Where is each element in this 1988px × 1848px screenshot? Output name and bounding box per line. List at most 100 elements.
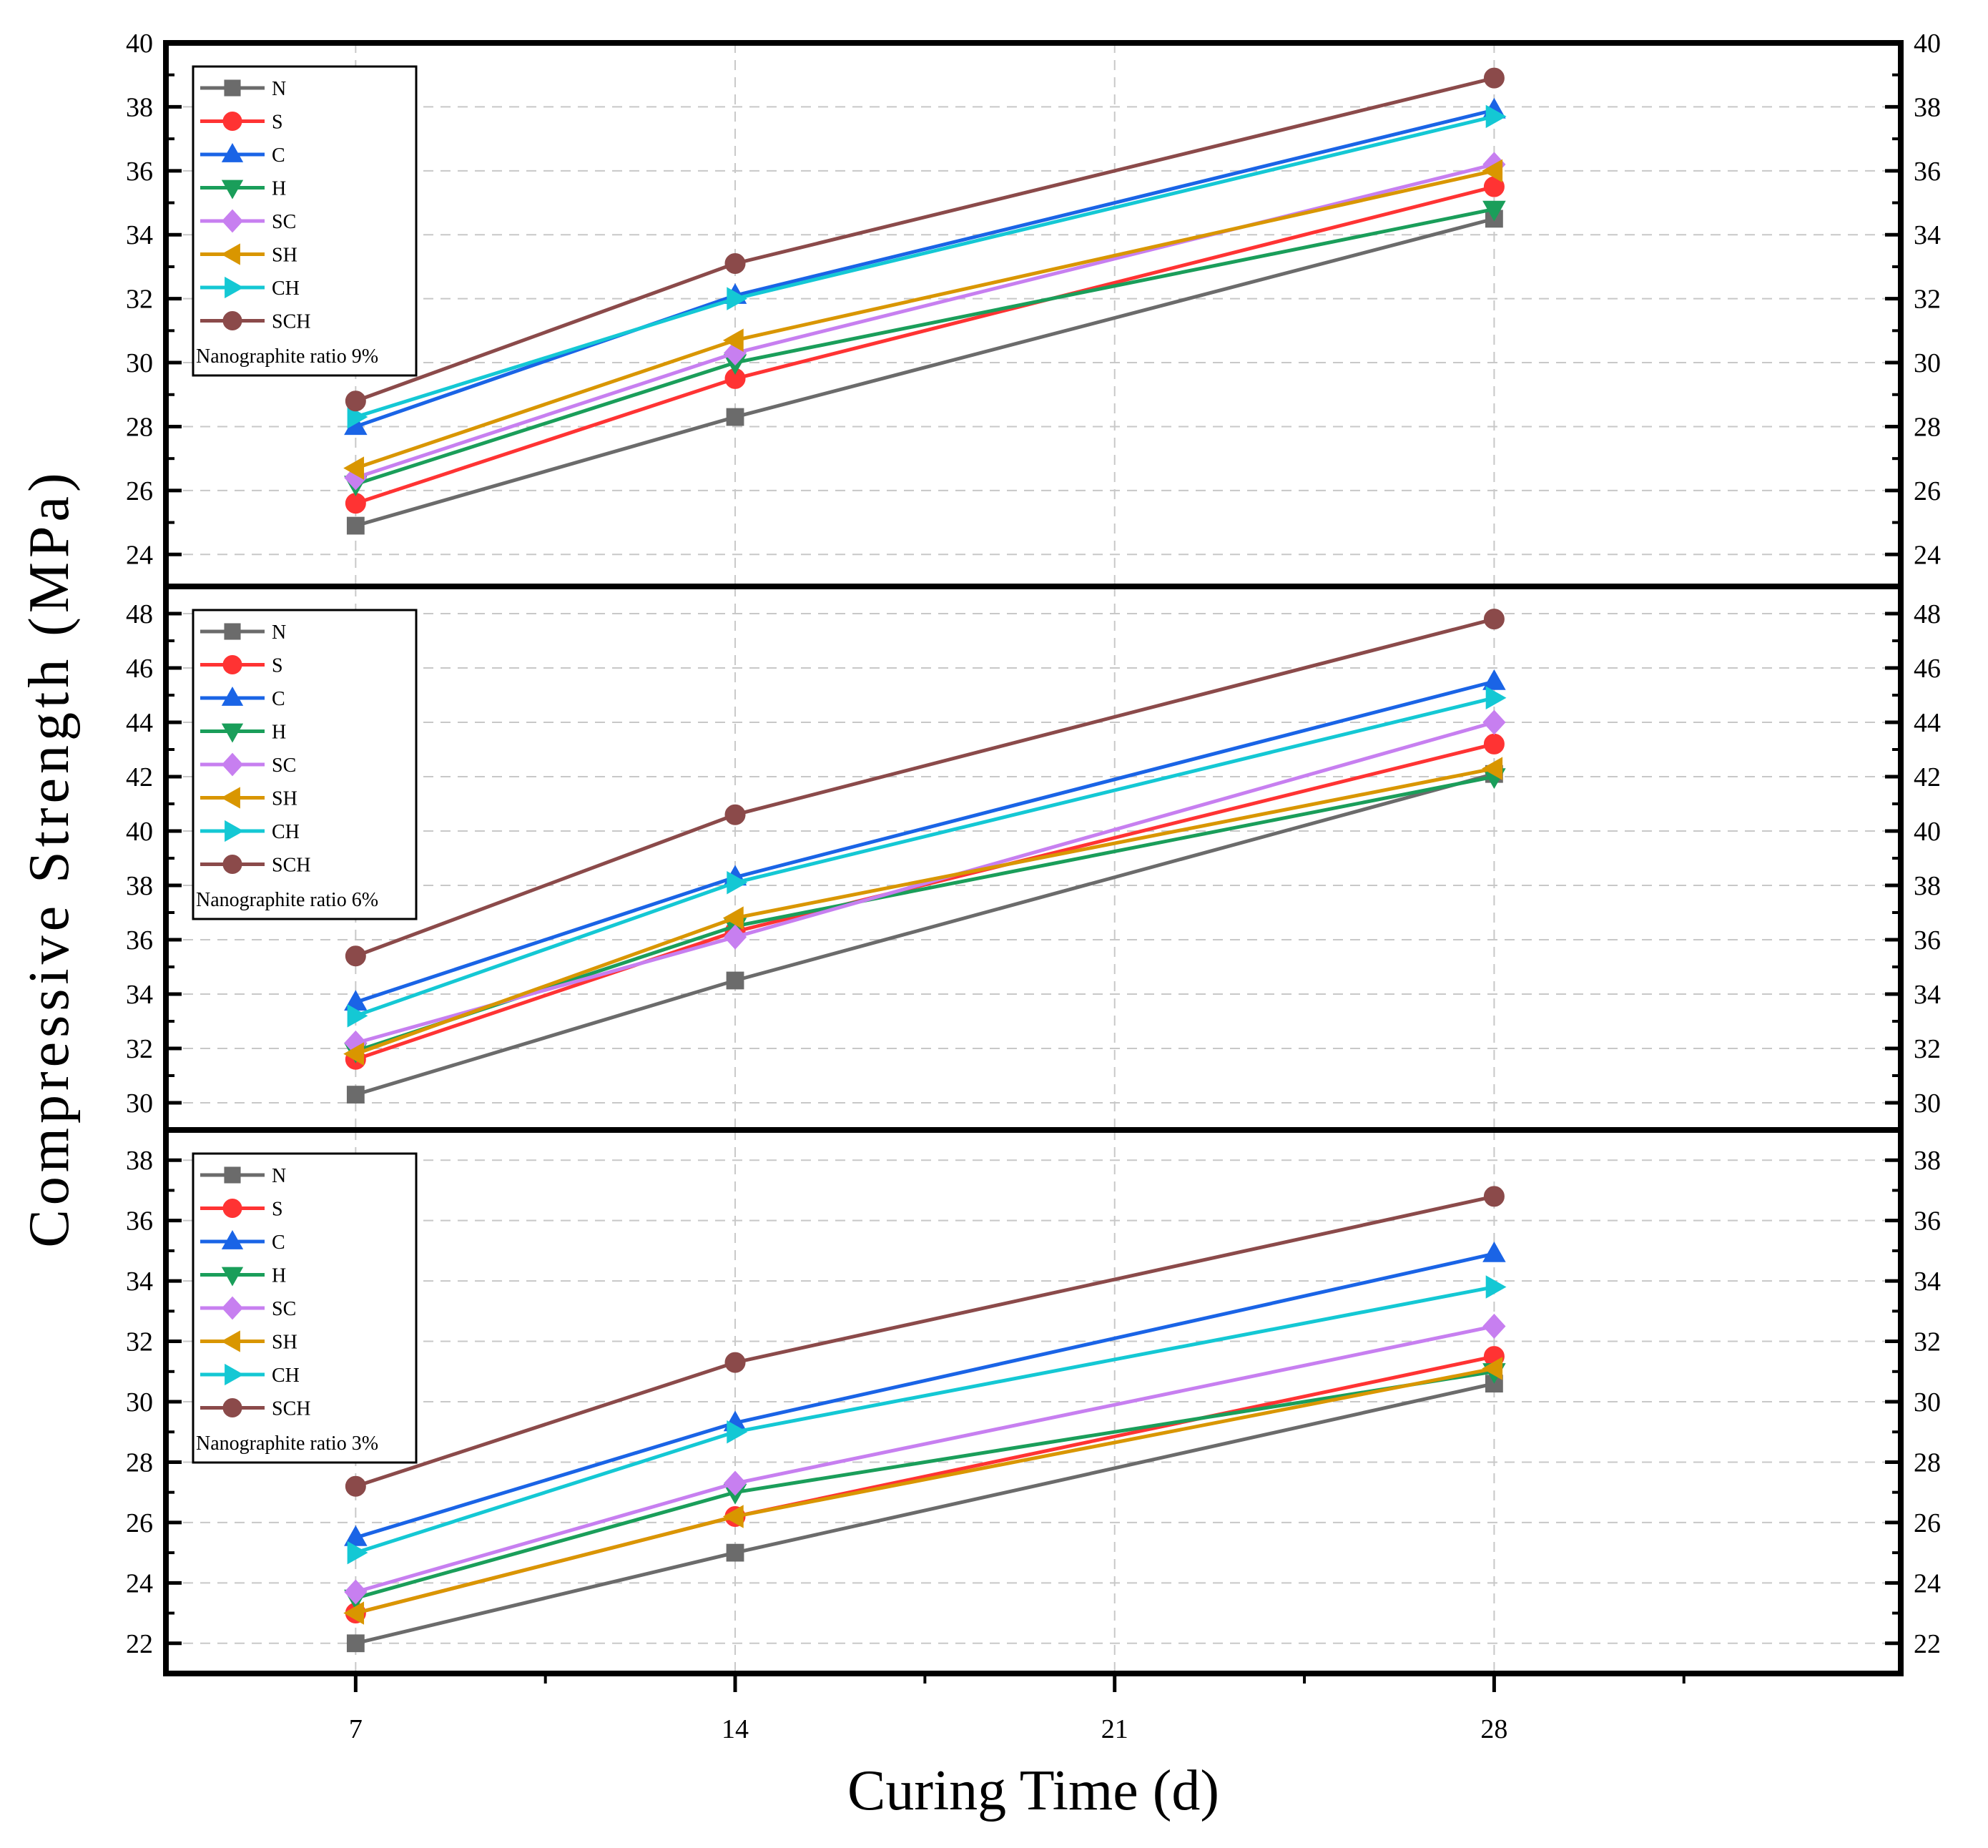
- legend-label-s: S: [272, 655, 283, 677]
- data-point-ch: [347, 405, 368, 429]
- legend-label-ch: CH: [272, 821, 300, 843]
- y-tick-label-right: 36: [1914, 925, 1941, 955]
- data-point-n: [346, 1634, 365, 1653]
- data-point-ch: [347, 1004, 368, 1028]
- series-line-sch: [355, 76, 1495, 403]
- panel-2: 30 30 32 32 34 34 36 36 38 38 40 40 42 42 44 44 46 46 48 48…: [126, 586, 1941, 1130]
- legend-label-n: N: [272, 621, 286, 644]
- legend-marker-n: [224, 623, 241, 640]
- panel-annotation: Nanographite ratio 9%: [196, 345, 378, 368]
- data-point-ch: [727, 1420, 748, 1444]
- legend-label-sc: SC: [272, 755, 296, 777]
- legend-marker-sch: [222, 311, 242, 330]
- legend-marker-ch: [225, 820, 244, 842]
- y-tick-label-right: 24: [1914, 1568, 1941, 1598]
- y-tick-label-left: 30: [126, 1088, 153, 1119]
- data-point-sch: [1483, 609, 1505, 630]
- series-sch: [345, 67, 1505, 412]
- series-sc: [344, 1313, 1506, 1605]
- y-tick-label-left: 44: [126, 708, 153, 738]
- data-point-n: [346, 1086, 365, 1104]
- legend-marker-sc: [222, 1296, 243, 1320]
- data-point-ch: [1485, 686, 1507, 710]
- y-tick-label-right: 38: [1914, 1146, 1941, 1176]
- legend-label-sc: SC: [272, 1298, 296, 1320]
- data-point-sc: [1482, 709, 1506, 735]
- series-line-n: [355, 1382, 1495, 1646]
- legend-label-sh: SH: [272, 788, 297, 810]
- y-tick-label-left: 38: [126, 92, 153, 122]
- data-point-sch: [345, 945, 366, 967]
- y-tick-label-left: 26: [126, 476, 153, 506]
- series-sh: [343, 757, 1503, 1066]
- legend-label-c: C: [272, 1232, 285, 1254]
- y-tick-label-left: 34: [126, 1267, 153, 1297]
- series-line-s: [355, 742, 1495, 1061]
- legend-marker-c: [221, 687, 244, 706]
- series-line-sh: [355, 1367, 1495, 1615]
- data-point-sh: [1482, 159, 1503, 183]
- legend-label-h: H: [272, 178, 286, 200]
- data-point-sc: [344, 1579, 368, 1605]
- legend-label-s: S: [272, 1199, 283, 1221]
- data-point-ch: [1485, 104, 1507, 129]
- data-point-sh: [1482, 757, 1503, 780]
- y-tick-label-left: 38: [126, 871, 153, 901]
- legend-label-n: N: [272, 78, 286, 100]
- y-tick-label-left: 32: [126, 1034, 153, 1064]
- y-tick-label-left: 36: [126, 925, 153, 955]
- y-tick-label-right: 34: [1914, 220, 1941, 250]
- y-tick-label-right: 22: [1914, 1629, 1941, 1659]
- y-tick-label-left: 48: [126, 599, 153, 629]
- data-point-c: [1482, 669, 1506, 690]
- data-point-sh: [343, 456, 365, 480]
- legend-marker-h: [221, 1267, 244, 1287]
- y-tick-label-right: 30: [1914, 348, 1941, 378]
- data-point-ch: [727, 287, 748, 310]
- legend-marker-sch: [222, 855, 242, 874]
- legend-marker-h: [221, 180, 244, 200]
- y-tick-label-right: 24: [1914, 540, 1941, 570]
- legend-marker-sh: [221, 787, 240, 809]
- data-point-sch: [724, 1352, 746, 1373]
- y-tick-label-right: 44: [1914, 708, 1941, 738]
- y-tick-label-right: 36: [1914, 157, 1941, 187]
- legend-marker-sc: [222, 209, 243, 233]
- data-point-sch: [345, 390, 366, 412]
- x-axis-title: Curing Time (d): [847, 1759, 1219, 1822]
- y-tick-label-left: 34: [126, 980, 153, 1010]
- y-tick-label-right: 32: [1914, 285, 1941, 315]
- data-point-n: [346, 516, 365, 535]
- legend-label-h: H: [272, 1265, 286, 1287]
- legend-label-sch: SCH: [272, 311, 310, 333]
- series-line-n: [355, 217, 1495, 528]
- x-tick-label: 14: [722, 1714, 749, 1744]
- x-tick-label: 28: [1480, 1714, 1507, 1744]
- legend-label-ch: CH: [272, 277, 300, 300]
- series-h: [344, 768, 1506, 1063]
- data-point-sh: [343, 1042, 365, 1066]
- y-tick-label-left: 30: [126, 1387, 153, 1417]
- legend-marker-c: [221, 1230, 244, 1249]
- data-point-s: [1483, 733, 1505, 755]
- legend-marker-ch: [225, 276, 244, 299]
- legend-label-s: S: [272, 112, 283, 134]
- data-point-sch: [1483, 67, 1505, 89]
- legend-marker-sh: [221, 1330, 240, 1352]
- data-point-n: [726, 408, 744, 426]
- legend-marker-s: [222, 112, 242, 131]
- y-axis-title: Compressive Strength (MPa): [18, 468, 81, 1247]
- y-tick-label-right: 32: [1914, 1034, 1941, 1064]
- series-line-ch: [355, 114, 1495, 419]
- series-sh: [343, 1357, 1503, 1625]
- data-point-h: [1482, 200, 1506, 222]
- x-tick-label: 7: [349, 1714, 363, 1744]
- y-tick-label-right: 32: [1914, 1327, 1941, 1357]
- y-tick-label-left: 40: [126, 29, 153, 59]
- y-tick-label-left: 32: [126, 285, 153, 315]
- series-n: [346, 765, 1503, 1104]
- data-point-sch: [724, 804, 746, 825]
